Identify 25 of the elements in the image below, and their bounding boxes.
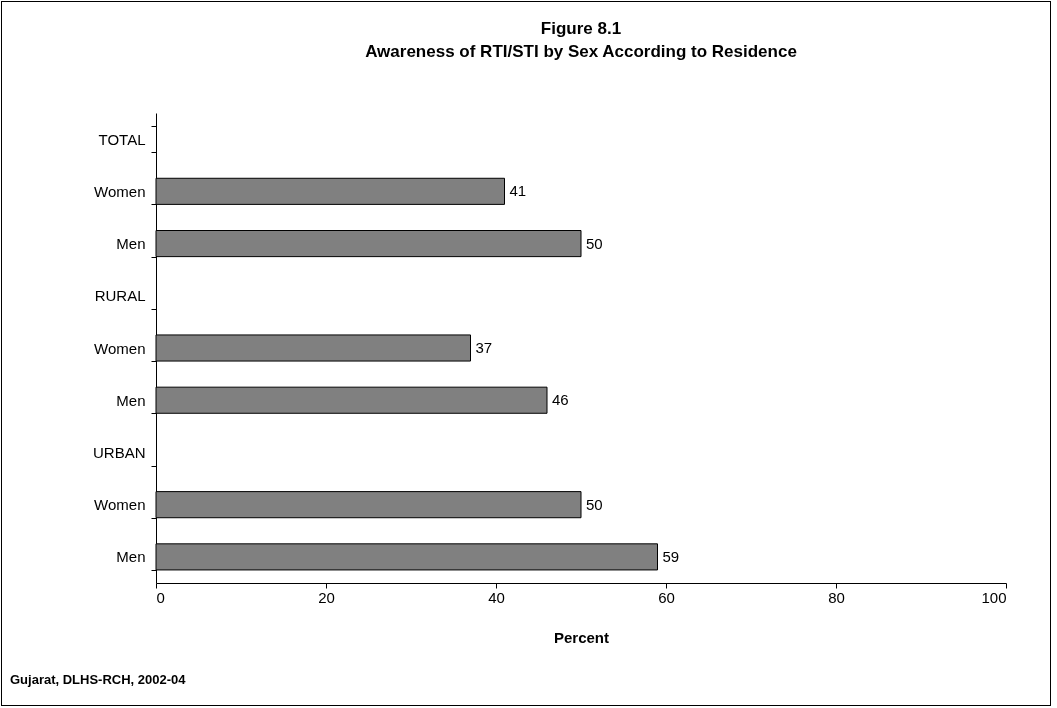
data-label: 37 [475, 339, 493, 356]
chart-title: Figure 8.1 [540, 19, 622, 38]
y-tick-label: RURAL [94, 287, 146, 305]
data-label: 50 [586, 495, 603, 513]
y-tick-label: Men [116, 235, 146, 253]
x-tick-label: 40 [488, 588, 505, 606]
y-tick-label: Women [94, 182, 146, 200]
y-tick-label: Men [116, 391, 146, 409]
data-label: 46 [552, 391, 569, 409]
x-tick-label: 20 [318, 588, 335, 606]
data-label: 41 [509, 182, 527, 200]
y-tick-label: Women [94, 496, 146, 514]
x-axis-title: Percent [553, 628, 610, 646]
y-tick-label: Women [94, 339, 146, 357]
x-tick-label: 80 [828, 588, 845, 606]
x-tick-label: 100 [981, 588, 1007, 606]
data-label: 59 [662, 547, 680, 565]
y-tick-label: URBAN [92, 443, 146, 461]
data-label: 50 [586, 234, 603, 252]
chart-subtitle: Awareness of RTI/STI by Sex According to Residence [365, 42, 797, 61]
x-tick-label: 60 [658, 588, 675, 606]
x-tick-label: 0 [156, 588, 165, 606]
y-tick-label: TOTAL [98, 130, 146, 148]
text: Gujarat, DLHS-RCH, 2002-04 [10, 672, 186, 687]
y-tick-label: Men [116, 548, 146, 566]
